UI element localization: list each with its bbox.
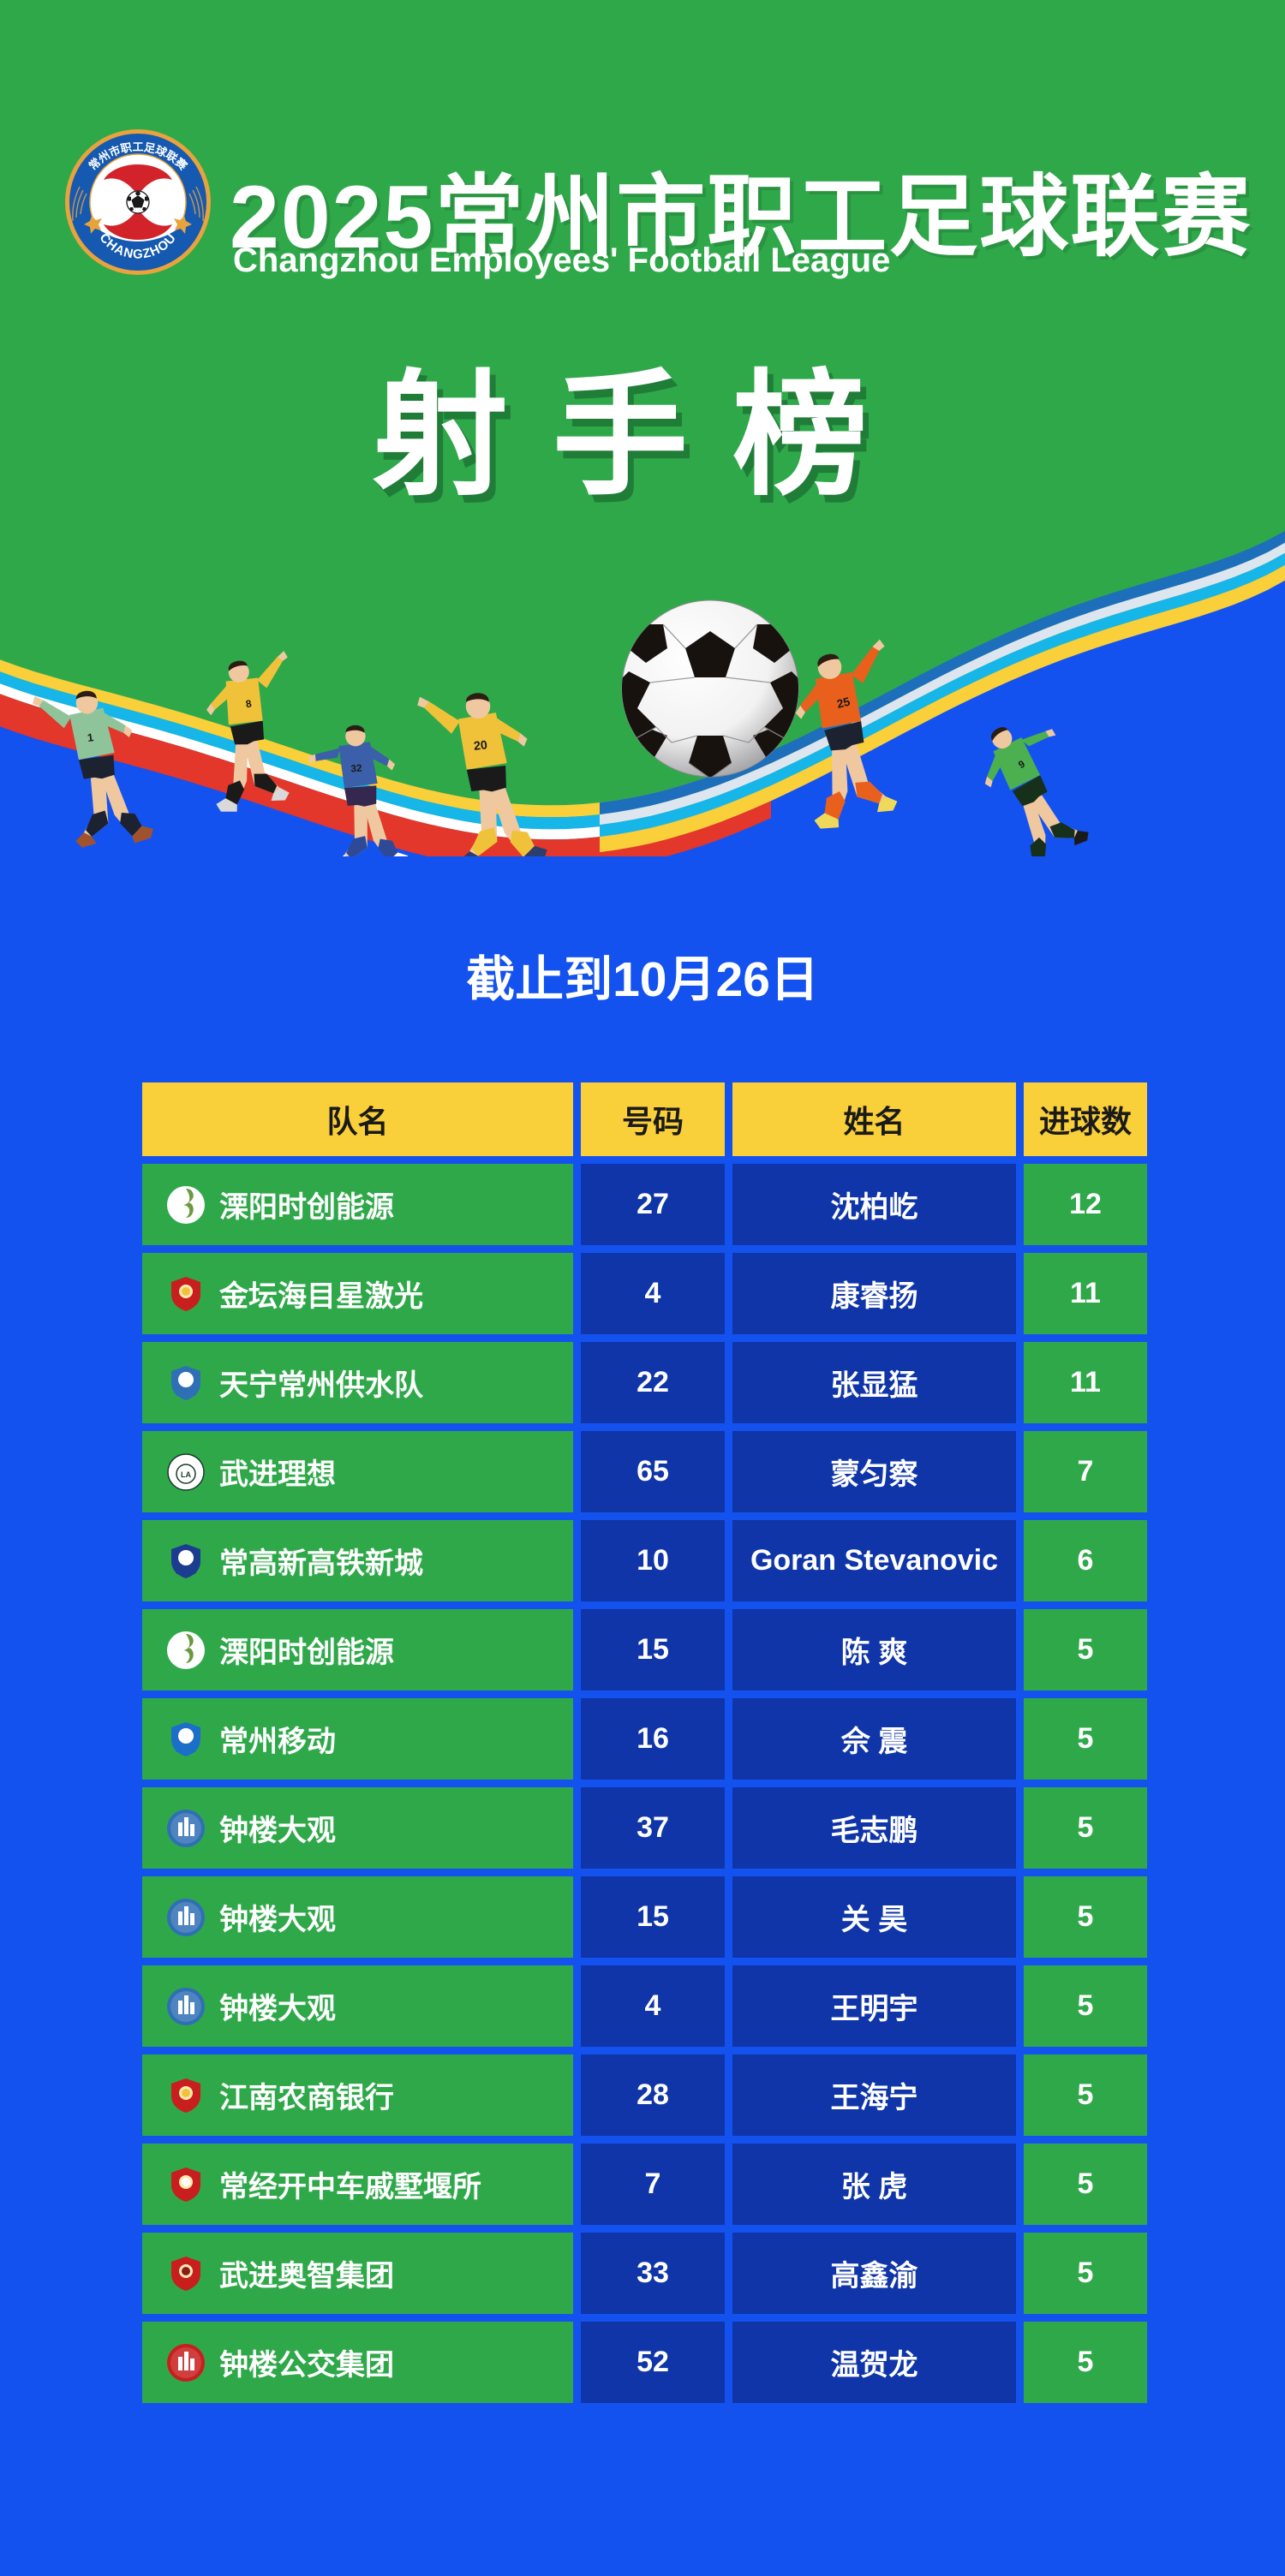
svg-text:LA: LA xyxy=(181,1470,191,1479)
